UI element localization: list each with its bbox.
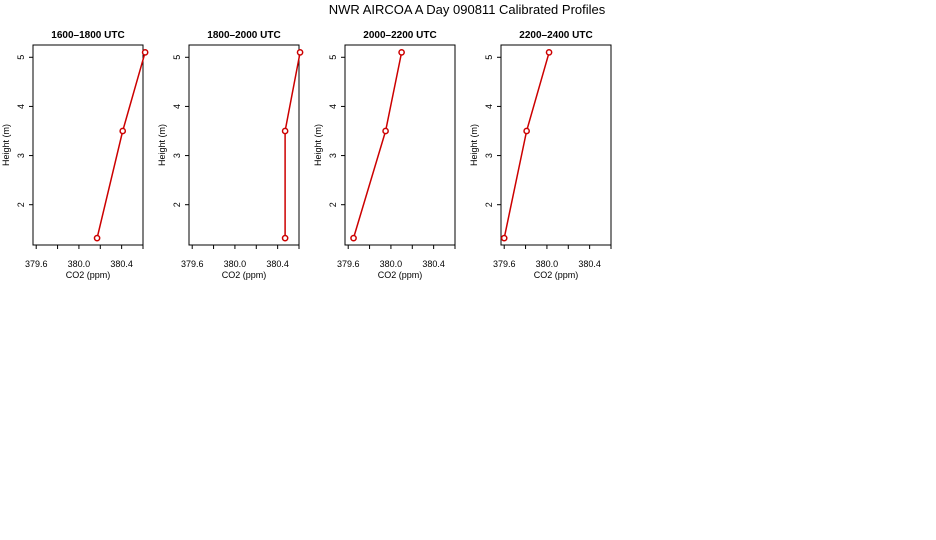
y-tick-label: 5: [16, 55, 26, 60]
x-tick-label: 380.0: [224, 259, 247, 269]
y-tick-label: 2: [172, 202, 182, 207]
y-tick-label: 4: [328, 104, 338, 109]
x-tick-label: 380.4: [422, 259, 445, 269]
figure-title: NWR AIRCOA A Day 090811 Calibrated Profi…: [329, 2, 606, 17]
x-tick-label: 379.6: [493, 259, 516, 269]
y-tick-label: 2: [484, 202, 494, 207]
panel-1: 1600–1800 UTC 379.6 380.0 380.4 2 3 4 5 CO2 (ppm…: [1, 30, 149, 280]
panel-2: 1800–2000 UTC 379.6 380.0 380.4 2 3 4 5 CO2 (ppm…: [157, 30, 304, 280]
x-tick-label: 379.6: [337, 259, 360, 269]
y-tick-label: 2: [16, 202, 26, 207]
panel-4: 2200–2400 UTC 379.6 380.0 380.4 2 3 4 5 CO2 (ppm…: [469, 30, 612, 280]
y-tick-label: 5: [484, 55, 494, 60]
y-tick-label: 2: [328, 202, 338, 207]
panel-title: 2200–2400 UTC: [519, 30, 592, 41]
x-tick-label: 379.6: [25, 259, 48, 269]
x-tick-label: 380.4: [266, 259, 289, 269]
y-axis-label: Height (m): [469, 124, 479, 166]
data-point: [545, 49, 553, 56]
y-tick-label: 5: [328, 55, 338, 60]
data-point: [281, 234, 289, 242]
data-point: [93, 234, 101, 242]
plot-frame: [188, 44, 300, 246]
y-tick-label: 4: [172, 104, 182, 109]
y-axis-label: Height (m): [1, 124, 11, 166]
data-point: [119, 127, 127, 135]
panel-title: 2000–2200 UTC: [363, 30, 436, 41]
y-tick-label: 3: [484, 153, 494, 158]
data-point: [281, 127, 289, 135]
x-tick-label: 380.4: [110, 259, 133, 269]
x-axis-label: CO2 (ppm): [222, 270, 267, 280]
data-point: [523, 127, 530, 135]
x-tick-label: 380.0: [380, 259, 403, 269]
data-point: [350, 234, 357, 242]
x-axis-label: CO2 (ppm): [378, 270, 423, 280]
series-line: [352, 52, 403, 239]
series-line: [503, 52, 550, 239]
y-tick-label: 4: [484, 104, 494, 109]
y-axis-label: Height (m): [313, 124, 323, 166]
series-line: [96, 52, 146, 239]
y-tick-label: 3: [172, 153, 182, 158]
x-axis-label: CO2 (ppm): [66, 270, 111, 280]
y-tick-label: 4: [16, 104, 26, 109]
x-tick-label: 380.0: [68, 259, 91, 269]
data-point: [141, 49, 149, 56]
data-point: [296, 49, 304, 56]
plot-frame: [344, 44, 456, 246]
panel-title: 1600–1800 UTC: [51, 30, 124, 41]
y-tick-label: 3: [328, 153, 338, 158]
panel-3: 2000–2200 UTC 379.6 380.0 380.4 2 3 4 5 CO2 (ppm…: [313, 30, 456, 280]
y-tick-label: 5: [172, 55, 182, 60]
y-tick-label: 3: [16, 153, 26, 158]
data-point: [398, 49, 405, 56]
data-point: [382, 127, 389, 135]
x-axis-label: CO2 (ppm): [534, 270, 579, 280]
x-tick-label: 379.6: [181, 259, 204, 269]
y-axis-label: Height (m): [157, 124, 167, 166]
plot-frame: [500, 44, 612, 246]
series-line: [284, 52, 301, 239]
x-tick-label: 380.0: [536, 259, 559, 269]
x-tick-label: 380.4: [578, 259, 601, 269]
panel-title: 1800–2000 UTC: [207, 30, 280, 41]
plot-frame: [32, 44, 144, 246]
data-point: [500, 234, 508, 242]
